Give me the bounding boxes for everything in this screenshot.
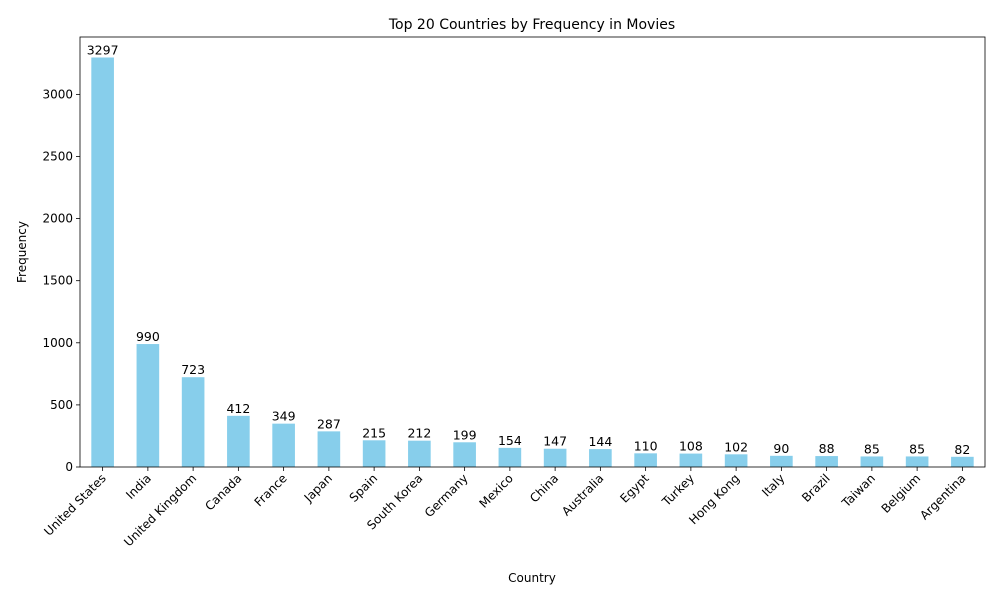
plot-frame (79, 36, 986, 468)
x-tick-label-brazil: Brazil (799, 471, 833, 505)
bar-taiwan (860, 456, 884, 467)
bar-south-korea (408, 440, 431, 467)
x-tick-label-spain: Spain (347, 471, 381, 505)
y-tick-label-2000: 2000 (42, 212, 73, 226)
data-label-turkey: 108 (679, 439, 703, 454)
x-tick-label-germany: Germany (422, 471, 471, 520)
x-tick-label-turkey: Turkey (659, 471, 697, 509)
chart-title: Top 20 Countries by Frequency in Movies (388, 17, 675, 33)
x-tick-label-china: China (527, 471, 561, 505)
x-tick-label-belgium: Belgium (879, 471, 924, 516)
y-tick-label-3000: 3000 (42, 87, 73, 101)
bar-france (272, 423, 295, 467)
bars-group (91, 57, 974, 468)
bar-germany (453, 442, 476, 467)
x-tick-label-canada: Canada (202, 471, 244, 513)
data-label-united-states: 3297 (87, 42, 119, 57)
y-tick-label-0: 0 (65, 460, 73, 474)
x-tick-label-japan: Japan (301, 471, 335, 505)
x-tick-label-united-states: United States (41, 471, 108, 538)
bar-canada (227, 415, 250, 467)
data-label-united-kingdom: 723 (181, 362, 205, 377)
data-label-china: 147 (543, 434, 567, 449)
data-label-hong-kong: 102 (724, 439, 748, 454)
bar-india (136, 344, 160, 467)
x-tick-label-india: India (123, 471, 154, 502)
x-tick-label-australia: Australia (559, 471, 606, 518)
data-label-germany: 199 (453, 427, 477, 442)
x-tick-label-france: France (252, 471, 290, 509)
data-label-italy: 90 (773, 441, 789, 456)
data-labels-group: 3297 990 723 412 349 287 215 212 199 154 147 144 110… (87, 42, 971, 456)
x-tick-label-mexico: Mexico (476, 471, 516, 511)
bar-egypt (634, 453, 657, 467)
bar-japan (317, 431, 341, 467)
data-label-spain: 215 (362, 425, 386, 440)
bar-argentina (951, 456, 974, 467)
data-label-brazil: 88 (819, 441, 835, 456)
x-tick-label-italy: Italy (759, 471, 787, 499)
y-tick-label-2500: 2500 (42, 149, 73, 163)
data-label-argentina: 82 (954, 442, 970, 457)
data-label-australia: 144 (588, 434, 612, 449)
bar-united-kingdom (181, 377, 205, 467)
y-tick-label-1500: 1500 (42, 274, 73, 288)
bar-italy (770, 455, 793, 467)
y-tick-label-500: 500 (50, 398, 73, 412)
data-label-india: 990 (136, 329, 160, 344)
data-label-mexico: 154 (498, 433, 522, 448)
bar-australia (589, 449, 612, 467)
x-tick-label-taiwan: Taiwan (839, 471, 878, 510)
data-label-france: 349 (272, 409, 296, 424)
bar-mexico (498, 447, 522, 467)
y-axis-label: Frequency (15, 221, 29, 283)
y-axis: 0 500 1000 1500 2000 2500 3000 (42, 87, 80, 474)
data-label-japan: 287 (317, 416, 341, 431)
bar-turkey (679, 453, 703, 467)
bar-spain (362, 440, 386, 467)
y-tick-label-1000: 1000 (42, 336, 73, 350)
x-tick-label-egypt: Egypt (617, 471, 652, 506)
bar-belgium (905, 456, 929, 467)
data-label-belgium: 85 (909, 441, 925, 456)
bar-hong-kong (724, 454, 748, 467)
data-label-south-korea: 212 (407, 426, 431, 441)
bar-united-states (91, 57, 114, 468)
data-label-egypt: 110 (634, 438, 658, 453)
x-axis-label: Country (508, 571, 556, 585)
data-label-canada: 412 (226, 401, 250, 416)
data-label-taiwan: 85 (864, 441, 880, 456)
bar-china (543, 448, 567, 467)
x-tick-label-argentina: Argentina (917, 471, 968, 522)
bar-brazil (815, 456, 838, 467)
